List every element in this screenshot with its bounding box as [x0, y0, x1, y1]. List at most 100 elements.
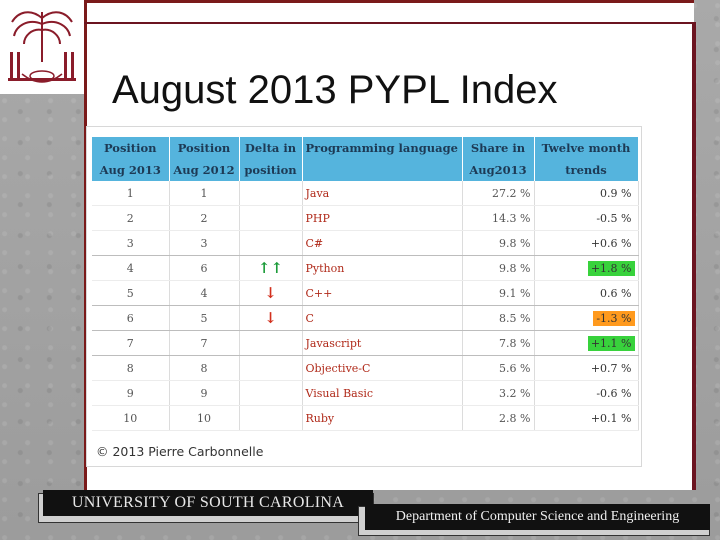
position-2012-cell: 6: [169, 255, 240, 281]
palmetto-seal-icon: [8, 11, 76, 83]
share-cell: 5.6 %: [462, 355, 535, 381]
language-link: Javascript: [302, 330, 463, 356]
trend-value: +1.8 %: [587, 260, 635, 276]
language-link: C++: [302, 280, 463, 306]
university-name-banner: UNIVERSITY OF SOUTH CAROLINA: [43, 490, 373, 516]
position-2013-cell: 5: [92, 280, 170, 306]
position-2012-cell: 5: [169, 305, 240, 331]
table-row: 9 9 Visual Basic 3.2 % -0.6 %: [92, 380, 639, 406]
position-2012-cell: 10: [169, 405, 240, 431]
header-language: Programming language: [302, 137, 463, 159]
position-2012-cell: 8: [169, 355, 240, 381]
table-row: 4 6 ↑↑ Python 9.8 % +1.8 %: [92, 255, 639, 281]
position-2013-cell: 7: [92, 330, 170, 356]
pypl-table: Position Position Delta in Programming l…: [92, 137, 639, 431]
position-2013-cell: 10: [92, 405, 170, 431]
slide-title: August 2013 PYPL Index: [112, 68, 558, 112]
delta-cell: ↓: [239, 280, 303, 306]
language-link: PHP: [302, 205, 463, 231]
header-position-2013-line1: Position: [92, 137, 170, 159]
trend-cell: -0.5 %: [534, 205, 639, 231]
share-cell: 7.8 %: [462, 330, 535, 356]
table-row: 6 5 ↓ C 8.5 % -1.3 %: [92, 305, 639, 331]
trend-value: -0.5 %: [596, 211, 632, 225]
header-share-line1: Share in: [462, 137, 535, 159]
trend-cell: -0.6 %: [534, 380, 639, 406]
share-cell: 27.2 %: [462, 181, 535, 206]
trend-cell: +0.6 %: [534, 230, 639, 256]
table-row: 3 3 C# 9.8 % +0.6 %: [92, 230, 639, 256]
trend-value: +1.1 %: [587, 335, 635, 351]
language-link: C#: [302, 230, 463, 256]
trend-cell: +0.1 %: [534, 405, 639, 431]
position-2013-cell: 4: [92, 255, 170, 281]
copyright-text: © 2013 Pierre Carbonnelle: [96, 444, 264, 459]
share-cell: 2.8 %: [462, 405, 535, 431]
position-2013-cell: 9: [92, 380, 170, 406]
language-link: Python: [302, 255, 463, 281]
table-row: 1 1 Java 27.2 % 0.9 %: [92, 181, 639, 206]
share-cell: 9.1 %: [462, 280, 535, 306]
header-position-2013-line2: Aug 2013: [92, 159, 170, 181]
trend-cell: 0.6 %: [534, 280, 639, 306]
table-row: 7 7 Javascript 7.8 % +1.1 %: [92, 330, 639, 356]
header-share-line2: Aug2013: [462, 159, 535, 181]
table-header-row-2: Aug 2013 Aug 2012 position Aug2013 trend…: [92, 159, 639, 181]
position-2013-cell: 2: [92, 205, 170, 231]
trend-cell: -1.3 %: [534, 305, 639, 331]
trend-value: -1.3 %: [593, 310, 635, 326]
trend-value: +0.1 %: [590, 411, 632, 425]
table-row: 2 2 PHP 14.3 % -0.5 %: [92, 205, 639, 231]
share-cell: 14.3 %: [462, 205, 535, 231]
language-link: Visual Basic: [302, 380, 463, 406]
trend-cell: +0.7 %: [534, 355, 639, 381]
language-link: C: [302, 305, 463, 331]
header-trend-line2: trends: [534, 159, 639, 181]
table-row: 10 10 Ruby 2.8 % +0.1 %: [92, 405, 639, 431]
language-link: Java: [302, 181, 463, 206]
header-language-blank: [302, 159, 463, 181]
trend-value: -0.6 %: [596, 386, 632, 400]
trend-cell: 0.9 %: [534, 181, 639, 206]
share-cell: 9.8 %: [462, 255, 535, 281]
delta-cell: ↑↑: [239, 255, 303, 281]
language-link: Ruby: [302, 405, 463, 431]
university-seal-logo: [0, 0, 84, 94]
double-up-arrow-icon: ↑↑: [257, 259, 284, 277]
delta-cell: [239, 380, 303, 406]
position-2012-cell: 3: [169, 230, 240, 256]
position-2012-cell: 4: [169, 280, 240, 306]
header-trend-line1: Twelve month: [534, 137, 639, 159]
right-border: [692, 22, 696, 490]
table-row: 8 8 Objective-C 5.6 % +0.7 %: [92, 355, 639, 381]
language-link: Objective-C: [302, 355, 463, 381]
trend-value: +0.6 %: [590, 236, 632, 250]
delta-cell: [239, 230, 303, 256]
down-arrow-icon: ↓: [264, 284, 277, 302]
down-arrow-icon: ↓: [264, 309, 277, 327]
share-cell: 3.2 %: [462, 380, 535, 406]
table-row: 5 4 ↓ C++ 9.1 % 0.6 %: [92, 280, 639, 306]
position-2013-cell: 1: [92, 181, 170, 206]
position-2012-cell: 2: [169, 205, 240, 231]
delta-cell: ↓: [239, 305, 303, 331]
delta-cell: [239, 330, 303, 356]
trend-value: 0.6 %: [600, 286, 632, 300]
share-cell: 8.5 %: [462, 305, 535, 331]
header-position-2012-line2: Aug 2012: [169, 159, 240, 181]
delta-cell: [239, 355, 303, 381]
position-2012-cell: 9: [169, 380, 240, 406]
position-2012-cell: 7: [169, 330, 240, 356]
delta-cell: [239, 405, 303, 431]
delta-cell: [239, 205, 303, 231]
pypl-table-image: Position Position Delta in Programming l…: [87, 127, 641, 466]
department-name-banner: Department of Computer Science and Engin…: [365, 504, 710, 530]
trend-cell: +1.8 %: [534, 255, 639, 281]
position-2013-cell: 6: [92, 305, 170, 331]
table-header-row-1: Position Position Delta in Programming l…: [92, 137, 639, 159]
position-2013-cell: 3: [92, 230, 170, 256]
table-body: 1 1 Java 27.2 % 0.9 % 2 2 PHP 14.3 % -0.5 % 3 3 C# 9.…: [92, 181, 639, 431]
share-cell: 9.8 %: [462, 230, 535, 256]
header-position-2012-line1: Position: [169, 137, 240, 159]
top-border: [84, 22, 696, 24]
